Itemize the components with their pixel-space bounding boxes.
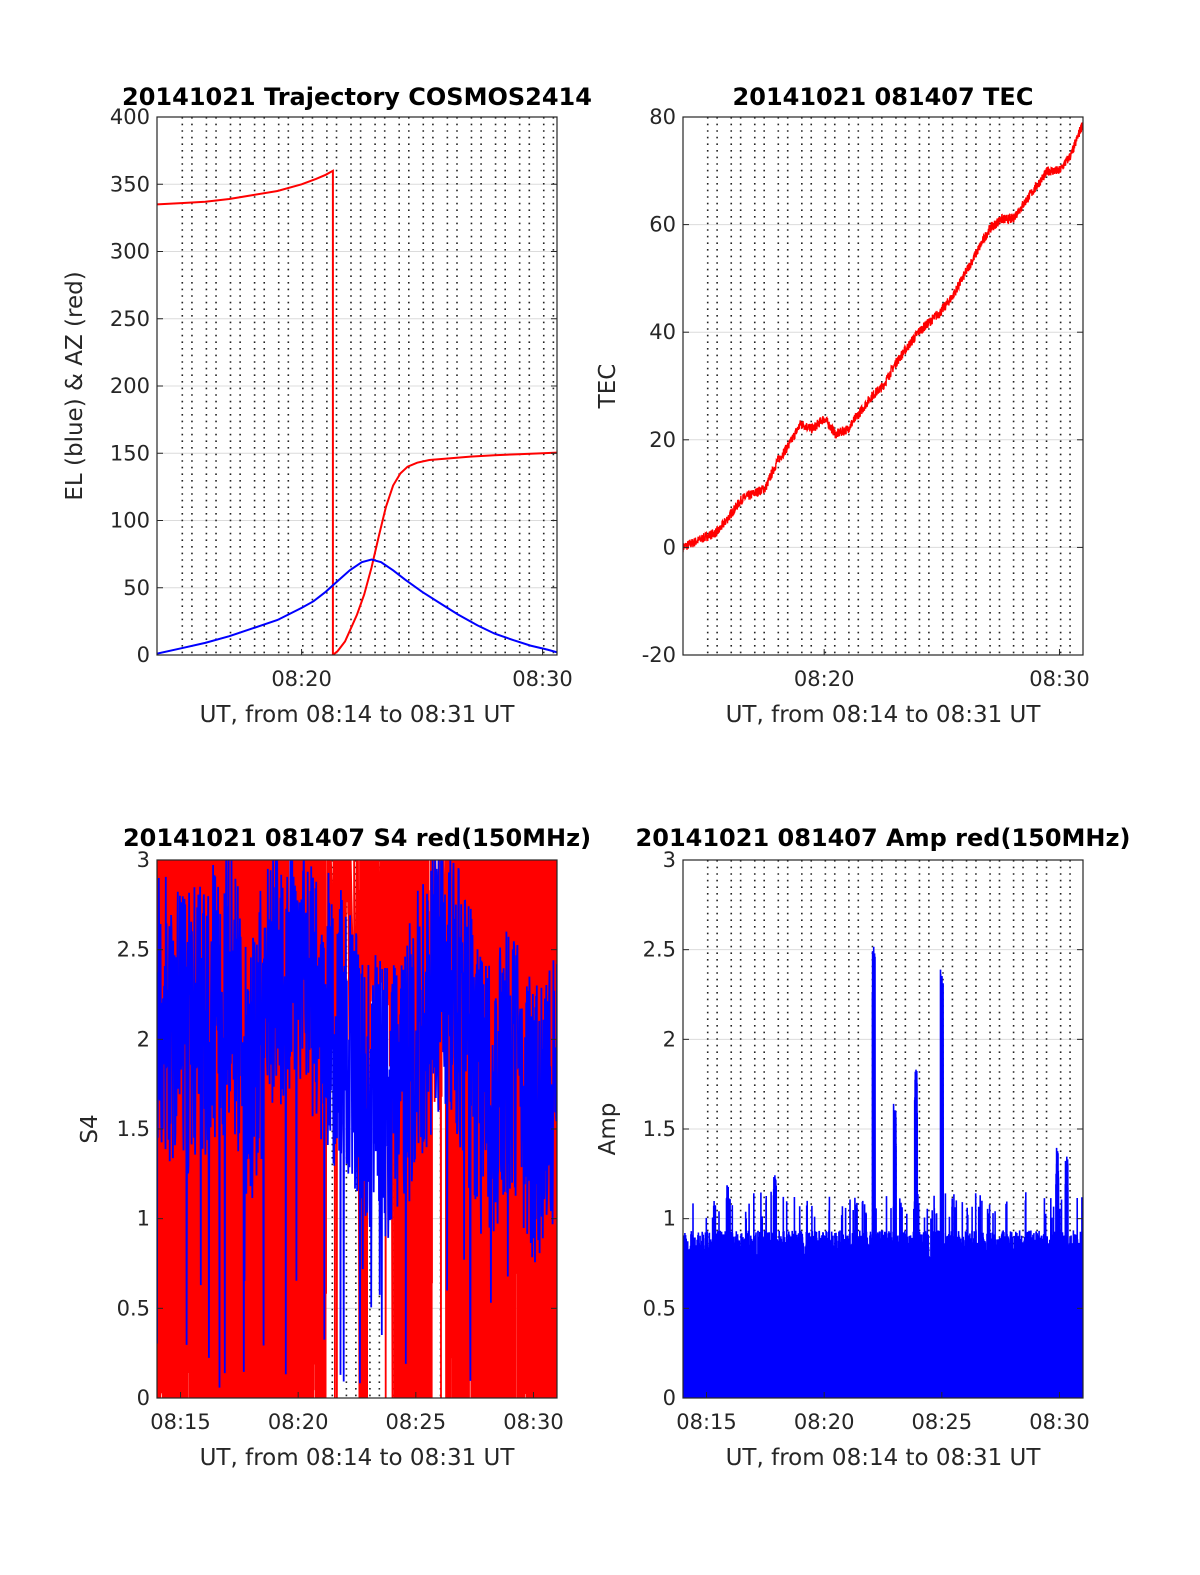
y-tick-label: 2 <box>137 1027 150 1051</box>
y-tick-label: -20 <box>642 643 676 667</box>
x-tick-label: 08:15 <box>676 1410 737 1434</box>
y-tick-label: 40 <box>649 320 676 344</box>
y-tick-label: 3 <box>137 848 150 872</box>
x-tick-label: 08:25 <box>912 1410 973 1434</box>
plot-area <box>157 169 557 655</box>
y-tick-label: 1.5 <box>643 1117 676 1141</box>
x-tick-label: 08:30 <box>1029 1410 1090 1434</box>
y-tick-label: 0.5 <box>643 1296 676 1320</box>
y-tick-label: 20 <box>649 428 676 452</box>
x-axis-label: UT, from 08:14 to 08:31 UT <box>200 702 516 728</box>
y-tick-label: 400 <box>110 105 150 129</box>
plot-area <box>683 946 1083 1398</box>
y-tick-label: 0 <box>663 1386 676 1410</box>
x-tick-label: 08:25 <box>386 1410 447 1434</box>
panel-amp: 0 0.5 1 1.5 2 2.5 3 08:15 08:20 08:25 08:30 2014102… <box>595 824 1130 1471</box>
x-axis-label: UT, from 08:14 to 08:31 UT <box>726 1445 1042 1471</box>
chart-title: 20141021 081407 TEC <box>733 83 1034 111</box>
y-tick-label: 0 <box>137 643 150 667</box>
x-tick-label: 08:30 <box>503 1410 564 1434</box>
y-tick-label: 150 <box>110 441 150 465</box>
series-azimuth-line <box>157 169 557 655</box>
panel-s4: 0 0.5 1 1.5 2 2.5 3 08:15 08:20 08:25 08:30 2014102… <box>77 824 591 1471</box>
series-s4-red <box>157 860 557 1398</box>
y-tick-label: 0 <box>663 535 676 559</box>
y-tick-label: 80 <box>649 105 676 129</box>
y-tick-label: 100 <box>110 509 150 533</box>
y-tick-label: 3 <box>663 848 676 872</box>
y-tick-label: 1 <box>663 1207 676 1231</box>
y-tick-label: 250 <box>110 307 150 331</box>
y-tick-label: 60 <box>649 213 676 237</box>
y-tick-label: 1.5 <box>117 1117 150 1141</box>
series-elevation-line <box>157 558 557 655</box>
y-axis-label: EL (blue) & AZ (red) <box>62 271 88 500</box>
series-tec-line <box>683 122 1083 553</box>
y-axis-label: TEC <box>595 364 621 410</box>
x-tick-label: 08:15 <box>150 1410 211 1434</box>
y-tick-label: 0.5 <box>117 1296 150 1320</box>
x-tick-label: 08:20 <box>794 667 855 691</box>
y-tick-label: 50 <box>123 576 150 600</box>
x-tick-label: 08:20 <box>794 1410 855 1434</box>
x-axis-label: UT, from 08:14 to 08:31 UT <box>726 702 1042 728</box>
y-axis-label: Amp <box>595 1103 621 1156</box>
y-tick-label: 2.5 <box>117 938 150 962</box>
y-tick-label: 1 <box>137 1207 150 1231</box>
chart-title: 20141021 Trajectory COSMOS2414 <box>122 83 592 111</box>
x-tick-label: 08:20 <box>268 1410 329 1434</box>
y-tick-label: 2 <box>663 1027 676 1051</box>
panel-tec: -20 0 20 40 60 80 08:20 08:30 20141021 081407 TE… <box>595 83 1090 728</box>
chart-title: 20141021 081407 Amp red(150MHz) <box>636 824 1131 852</box>
y-tick-label: 200 <box>110 374 150 398</box>
axes-frame <box>682 116 1084 656</box>
panel-trajectory: 0 50 100 150 200 250 300 350 400 08:20 08:30 201410… <box>62 83 592 728</box>
y-tick-label: 300 <box>110 240 150 264</box>
chart-title: 20141021 081407 S4 red(150MHz) <box>123 824 591 852</box>
plot-area <box>683 122 1083 553</box>
series-amp <box>683 946 1083 1398</box>
y-axis-label: S4 <box>77 1114 103 1143</box>
series-s4-blue <box>157 860 557 1388</box>
y-tick-label: 0 <box>137 1386 150 1410</box>
plot-area <box>157 860 557 1398</box>
x-tick-label: 08:30 <box>1029 667 1090 691</box>
y-tick-label: 350 <box>110 172 150 196</box>
y-tick-label: 2.5 <box>643 938 676 962</box>
x-axis-label: UT, from 08:14 to 08:31 UT <box>200 1445 516 1471</box>
x-tick-label: 08:20 <box>271 667 332 691</box>
x-tick-label: 08:30 <box>512 667 573 691</box>
